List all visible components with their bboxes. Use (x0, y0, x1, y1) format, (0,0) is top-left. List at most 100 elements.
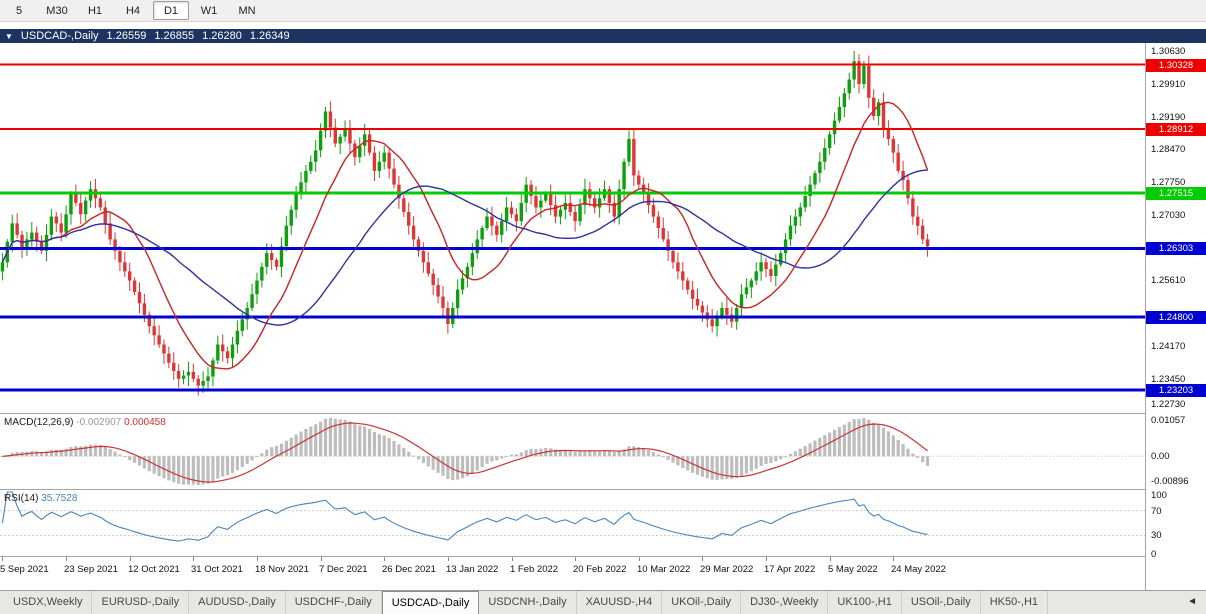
tab-xauusd-h4[interactable]: XAUUSD-,H4 (577, 591, 663, 614)
ma-13-line (1, 101, 929, 370)
price-axis-tick: 1.29910 (1151, 79, 1186, 90)
macd-name: MACD(12,26,9) (4, 417, 74, 428)
date-axis-label: 13 Jan 2022 (446, 564, 499, 575)
ohlc-high: 1.26855 (154, 30, 195, 42)
tab-ukoil-daily[interactable]: UKOil-,Daily (662, 591, 742, 614)
time-axis-tick (639, 557, 640, 561)
macd-indicator-canvas[interactable] (0, 414, 1145, 489)
time-axis-tick (66, 557, 67, 561)
time-axis-tick (2, 557, 3, 561)
price-axis-tick: 1.29190 (1151, 112, 1186, 123)
time-axis[interactable]: 5 Sep 2021 23 Sep 2021 12 Oct 2021 31 Oct 2… (0, 557, 1145, 590)
collapse-icon[interactable]: ▼ (5, 32, 13, 41)
macd-axis-label: 0.01057 (1151, 415, 1186, 426)
tab-dj30-weekly[interactable]: DJ30-,Weekly (741, 591, 829, 614)
price-level-badge: 1.30328 (1146, 59, 1206, 72)
time-axis-tick (130, 557, 131, 561)
price-level-badge: 1.26303 (1146, 242, 1206, 255)
panel-separator[interactable] (0, 489, 1206, 490)
rsi-label: RSI(14) 35.7528 (4, 493, 77, 504)
date-axis-label: 18 Nov 2021 (255, 564, 309, 575)
timeframe-button-m30[interactable]: M30 (46, 4, 68, 17)
rsi-axis-label: 0 (1151, 549, 1157, 560)
tab-usdcnh-daily[interactable]: USDCNH-,Daily (479, 591, 577, 614)
rsi-line (1, 491, 928, 542)
date-axis-label: 20 Feb 2022 (573, 564, 627, 575)
ma-34-line (1, 169, 928, 326)
tab-usdchf-daily[interactable]: USDCHF-,Daily (286, 591, 382, 614)
macd-histogram (0, 418, 930, 485)
time-axis-tick (448, 557, 449, 561)
ohlc-low: 1.26280 (202, 30, 242, 42)
time-axis-tick (766, 557, 767, 561)
macd-signal-line (2, 422, 928, 483)
chart-plot-area: 5 Sep 2021 23 Sep 2021 12 Oct 2021 31 Oct 2… (0, 43, 1206, 590)
time-axis-tick (575, 557, 576, 561)
ohlc-close: 1.26349 (249, 30, 290, 42)
tab-audusd-daily[interactable]: AUDUSD-,Daily (189, 591, 286, 614)
price-chart-canvas[interactable] (0, 43, 1145, 413)
tab-scroll-left-button[interactable]: ◄ (1187, 596, 1197, 607)
chart-title-bar[interactable]: ▼ USDCAD-,Daily 1.26559 1.26855 1.26280 … (0, 29, 1206, 43)
price-level-badge: 1.27515 (1146, 187, 1206, 200)
rsi-value: 35.7528 (41, 493, 78, 504)
price-level-badge: 1.28912 (1146, 123, 1206, 136)
candles-layer (0, 50, 930, 396)
rsi-name: RSI(14) (4, 493, 39, 504)
tab-usdx-weekly[interactable]: USDX,Weekly (4, 591, 93, 614)
price-level-badge: 1.24800 (1146, 311, 1206, 324)
price-axis-tick: 1.22730 (1151, 399, 1186, 410)
date-axis-label: 24 May 2022 (891, 564, 946, 575)
rsi-axis-label: 70 (1151, 506, 1162, 517)
chart-tab-bar: USDX,Weekly EURUSD-,Daily AUDUSD-,Daily USD… (0, 590, 1206, 614)
price-axis-tick: 1.23450 (1151, 374, 1186, 385)
macd-signal-value: 0.000458 (124, 417, 166, 428)
time-axis-tick (384, 557, 385, 561)
time-axis-tick (321, 557, 322, 561)
chart-symbol-title: USDCAD-,Daily (20, 30, 99, 42)
tab-eurusd-daily[interactable]: EURUSD-,Daily (92, 591, 190, 614)
macd-axis-label: -0.00896 (1151, 476, 1189, 487)
panel-separator[interactable] (0, 413, 1206, 414)
price-axis-tick: 1.24170 (1151, 341, 1186, 352)
date-axis-label: 10 Mar 2022 (637, 564, 691, 575)
panel-separator[interactable] (0, 556, 1206, 557)
date-axis-label: 26 Dec 2021 (382, 564, 436, 575)
price-axis-tick: 1.25610 (1151, 275, 1186, 286)
date-axis-label: 1 Feb 2022 (510, 564, 559, 575)
price-level-badge: 1.23203 (1146, 384, 1206, 397)
time-axis-tick (702, 557, 703, 561)
macd-axis-label: 0.00 (1151, 451, 1170, 462)
date-axis-label: 12 Oct 2021 (128, 564, 180, 575)
time-axis-tick (830, 557, 831, 561)
macd-label: MACD(12,26,9) -0.002907 0.000458 (4, 417, 166, 428)
macd-main-value: -0.002907 (76, 417, 122, 428)
tab-hk50-h1[interactable]: HK50-,H1 (981, 591, 1049, 614)
price-axis[interactable]: 1.30630 1.29910 1.29190 1.28470 1.27750 1.270… (1145, 43, 1206, 590)
timeframe-toolbar: 5 M30 H1 H4 D1 W1 MN (0, 0, 1206, 22)
price-axis-tick: 1.28470 (1151, 144, 1186, 155)
date-axis-label: 31 Oct 2021 (191, 564, 243, 575)
price-axis-tick: 1.27750 (1151, 177, 1186, 188)
tab-usdcad-daily[interactable]: USDCAD-,Daily (381, 591, 480, 614)
ohlc-open: 1.26559 (106, 30, 147, 42)
time-axis-tick (193, 557, 194, 561)
timeframe-button-h4[interactable]: H4 (125, 4, 141, 17)
timeframe-button-5[interactable]: 5 (15, 4, 23, 17)
date-axis-label: 17 Apr 2022 (764, 564, 816, 575)
rsi-axis-label: 100 (1151, 490, 1167, 501)
price-axis-tick: 1.30630 (1151, 46, 1186, 57)
date-axis-label: 23 Sep 2021 (64, 564, 118, 575)
date-axis-label: 5 May 2022 (828, 564, 878, 575)
timeframe-button-d1[interactable]: D1 (153, 1, 189, 20)
horizontal-levels-layer (0, 63, 1145, 392)
time-axis-tick (257, 557, 258, 561)
timeframe-button-w1[interactable]: W1 (200, 4, 218, 17)
timeframe-button-mn[interactable]: MN (238, 4, 256, 17)
rsi-axis-label: 30 (1151, 530, 1162, 541)
tab-uk100-h1[interactable]: UK100-,H1 (828, 591, 902, 614)
timeframe-button-h1[interactable]: H1 (87, 4, 103, 17)
tab-usoil-daily[interactable]: USOil-,Daily (902, 591, 981, 614)
rsi-indicator-canvas[interactable] (0, 490, 1145, 556)
